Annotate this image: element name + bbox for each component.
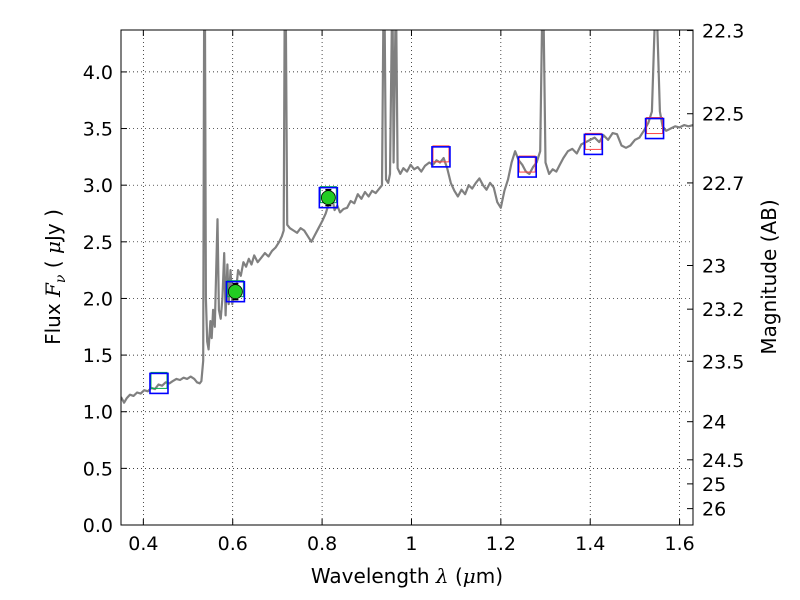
y-tick-label: 2.0	[83, 288, 113, 310]
photometry-layer	[149, 117, 665, 395]
y2-tick-label: 22.7	[702, 173, 744, 195]
y2-tick-label: 26	[702, 499, 726, 521]
x-tick-label: 1.6	[664, 533, 694, 555]
y-tick-label: 0.0	[83, 515, 113, 537]
x-tick-label: 0.4	[128, 533, 158, 555]
model-band-flux-marker	[518, 155, 536, 173]
x-tick-label: 0.8	[307, 533, 337, 555]
measured-flux-point	[227, 284, 243, 300]
y2-tick-label: 24	[702, 412, 726, 434]
photometry-box-marker	[517, 156, 538, 178]
y-tick-label: 3.0	[83, 175, 113, 197]
plot-frame	[120, 29, 694, 526]
x-tick-label: 1.2	[486, 533, 516, 555]
model-band-flux-marker	[432, 145, 450, 163]
model-spectrum-line	[121, 30, 693, 404]
x-tick-label: 1.4	[575, 533, 605, 555]
y2-tick-label: 23.2	[702, 299, 744, 321]
photometry-box-marker	[149, 372, 169, 395]
spectrum-layer	[121, 30, 693, 404]
x-tick-label: 1	[405, 533, 417, 555]
axis-ticks: 0.4 0.6 0.8 1 1.2 1.4 1.6 0.0 0.5 1.0 1.5 2.0 2.5 3.0…	[83, 21, 745, 555]
photometry-box-marker	[318, 186, 339, 209]
y2-tick-label: 25	[702, 474, 726, 496]
y2-tick-label: 24.5	[702, 450, 744, 472]
measured-flux-point	[320, 190, 336, 206]
y-tick-label: 3.5	[83, 119, 113, 141]
y-tick-label: 2.5	[83, 232, 113, 254]
model-band-flux-marker	[646, 117, 664, 135]
y2-tick-label: 22.5	[702, 104, 744, 126]
y-tick-label: 0.5	[83, 458, 113, 480]
photometry-box-marker	[644, 117, 665, 140]
y-tick-label: 1.5	[83, 345, 113, 367]
y2-tick-label: 23	[702, 256, 726, 278]
model-band-flux-marker	[584, 132, 602, 150]
y-tick-label: 1.0	[83, 402, 113, 424]
x-tick-label: 0.6	[218, 533, 248, 555]
photometry-box-marker	[431, 146, 451, 168]
y-axis-label: Flux Fν ( μJy )	[41, 209, 69, 345]
photometry-box-marker	[225, 280, 246, 303]
photometry-box-marker	[583, 133, 604, 156]
y2-tick-label: 22.3	[702, 21, 744, 43]
y2-tick-label: 23.5	[702, 351, 744, 373]
y2-axis-label: Magnitude (AB)	[757, 199, 781, 354]
y-tick-label: 4.0	[83, 62, 113, 84]
model-band-flux-marker	[150, 371, 168, 389]
x-axis-label: Wavelength λ (μm)	[311, 564, 503, 588]
